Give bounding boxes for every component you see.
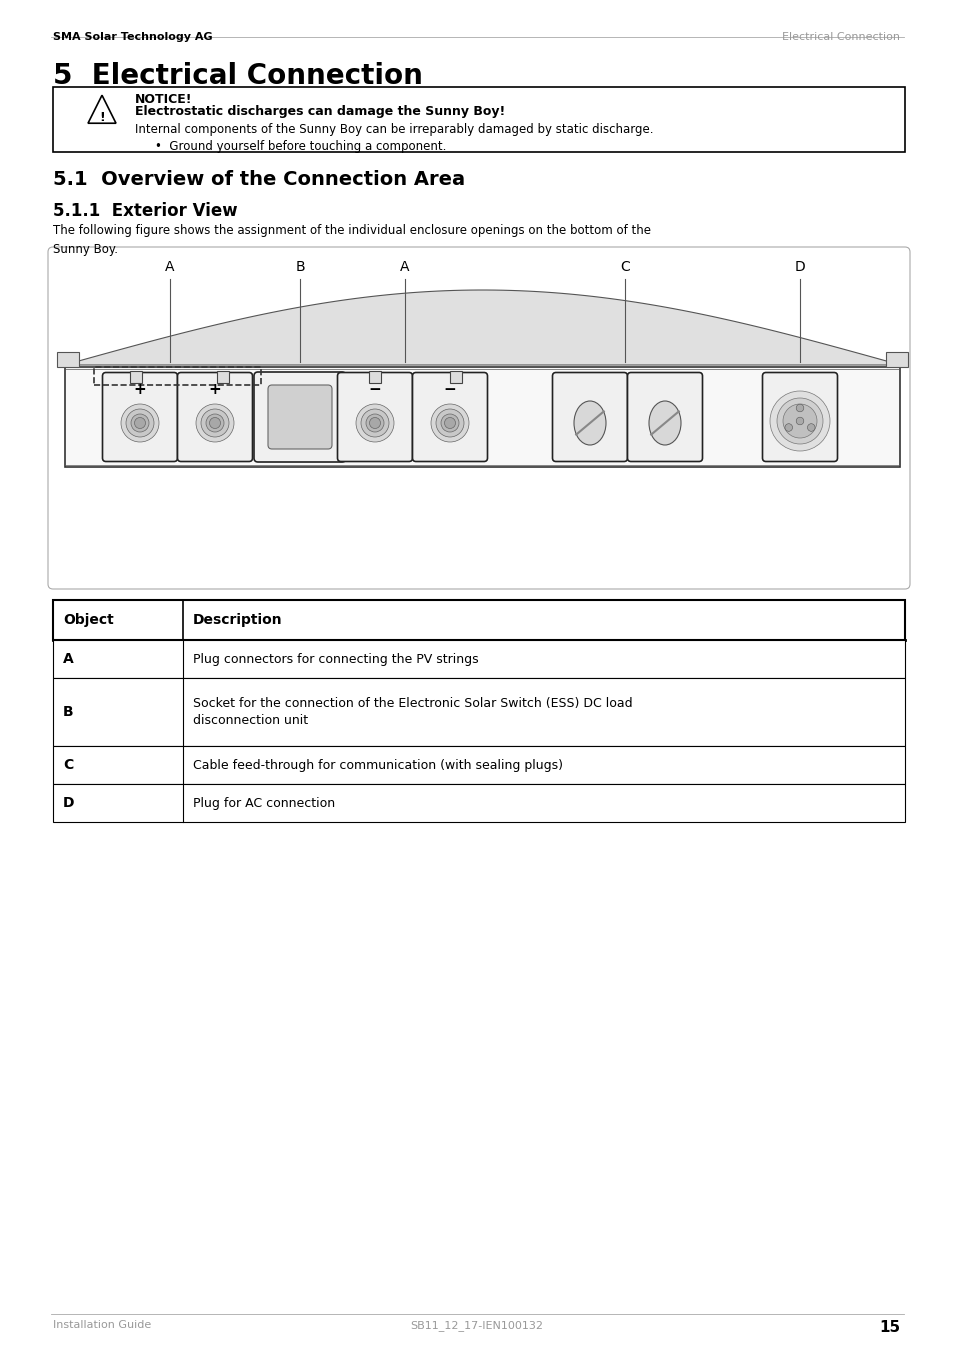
Circle shape [436,410,463,437]
Bar [369,370,380,383]
Text: Socket for the connection of the Electronic Solar Switch (ESS) DC load
disconnec: Socket for the connection of the Electro… [193,698,632,727]
Polygon shape [75,291,889,365]
Bar [53,639,904,677]
Circle shape [366,414,384,433]
Bar [53,600,904,639]
Text: −: − [443,381,456,396]
Circle shape [121,404,159,442]
Text: NOTICE!: NOTICE! [135,93,193,105]
Text: B: B [63,704,73,719]
Text: !: ! [99,111,105,124]
Circle shape [131,414,149,433]
Circle shape [201,410,229,437]
Text: C: C [63,758,73,772]
Text: 5.1.1  Exterior View: 5.1.1 Exterior View [53,201,237,220]
Bar [57,352,79,366]
FancyBboxPatch shape [412,373,487,461]
Text: Plug connectors for connecting the PV strings: Plug connectors for connecting the PV st… [193,653,478,665]
FancyBboxPatch shape [48,247,909,589]
Bar [53,87,904,151]
Bar [94,366,261,385]
Circle shape [134,418,146,429]
Text: A: A [400,260,410,274]
Circle shape [796,418,803,425]
Text: A: A [165,260,174,274]
Text: +: + [133,381,146,396]
Circle shape [782,404,816,438]
FancyBboxPatch shape [268,385,332,449]
FancyBboxPatch shape [761,373,837,461]
Text: 5  Electrical Connection: 5 Electrical Connection [53,62,422,91]
Bar [53,677,904,746]
Text: Description: Description [193,612,282,627]
Circle shape [210,418,220,429]
Text: The following figure shows the assignment of the individual enclosure openings o: The following figure shows the assignmen… [53,224,650,256]
FancyBboxPatch shape [337,373,412,461]
Bar [216,370,229,383]
Text: SMA Solar Technology AG: SMA Solar Technology AG [53,32,213,42]
Bar [885,352,907,366]
Circle shape [440,414,458,433]
Circle shape [206,414,224,433]
Circle shape [195,404,233,442]
Bar [450,370,461,383]
Text: Object: Object [63,612,113,627]
Circle shape [776,397,822,443]
Text: Plug for AC connection: Plug for AC connection [193,796,335,810]
Circle shape [431,404,469,442]
FancyBboxPatch shape [102,373,177,461]
Text: Cable feed-through for communication (with sealing plugs): Cable feed-through for communication (wi… [193,758,562,772]
Bar [130,370,142,383]
FancyBboxPatch shape [177,373,253,461]
Text: •  Ground yourself before touching a component.: • Ground yourself before touching a comp… [154,141,446,153]
Circle shape [806,423,814,431]
Bar [65,366,899,466]
Text: 5.1  Overview of the Connection Area: 5.1 Overview of the Connection Area [53,170,465,189]
Text: Electrical Connection: Electrical Connection [781,32,899,42]
Circle shape [769,391,829,452]
Text: B: B [294,260,305,274]
Text: Installation Guide: Installation Guide [53,1320,152,1330]
Bar [53,784,904,822]
Ellipse shape [574,402,605,445]
Text: Internal components of the Sunny Boy can be irreparably damaged by static discha: Internal components of the Sunny Boy can… [135,123,653,137]
Text: +: + [209,381,221,396]
Text: A: A [63,652,73,667]
Text: D: D [794,260,804,274]
FancyBboxPatch shape [627,373,701,461]
Text: 15: 15 [878,1320,899,1334]
Text: SB11_12_17-IEN100132: SB11_12_17-IEN100132 [410,1320,543,1330]
Circle shape [360,410,389,437]
Circle shape [444,418,455,429]
Text: −: − [368,381,381,396]
Circle shape [784,423,792,431]
Circle shape [369,418,380,429]
Bar [53,746,904,784]
Text: D: D [63,796,74,810]
Text: C: C [619,260,629,274]
Text: Electrostatic discharges can damage the Sunny Boy!: Electrostatic discharges can damage the … [135,105,505,118]
Circle shape [796,404,803,412]
Circle shape [126,410,153,437]
Circle shape [355,404,394,442]
FancyBboxPatch shape [552,373,627,461]
FancyBboxPatch shape [253,372,346,462]
Ellipse shape [648,402,680,445]
